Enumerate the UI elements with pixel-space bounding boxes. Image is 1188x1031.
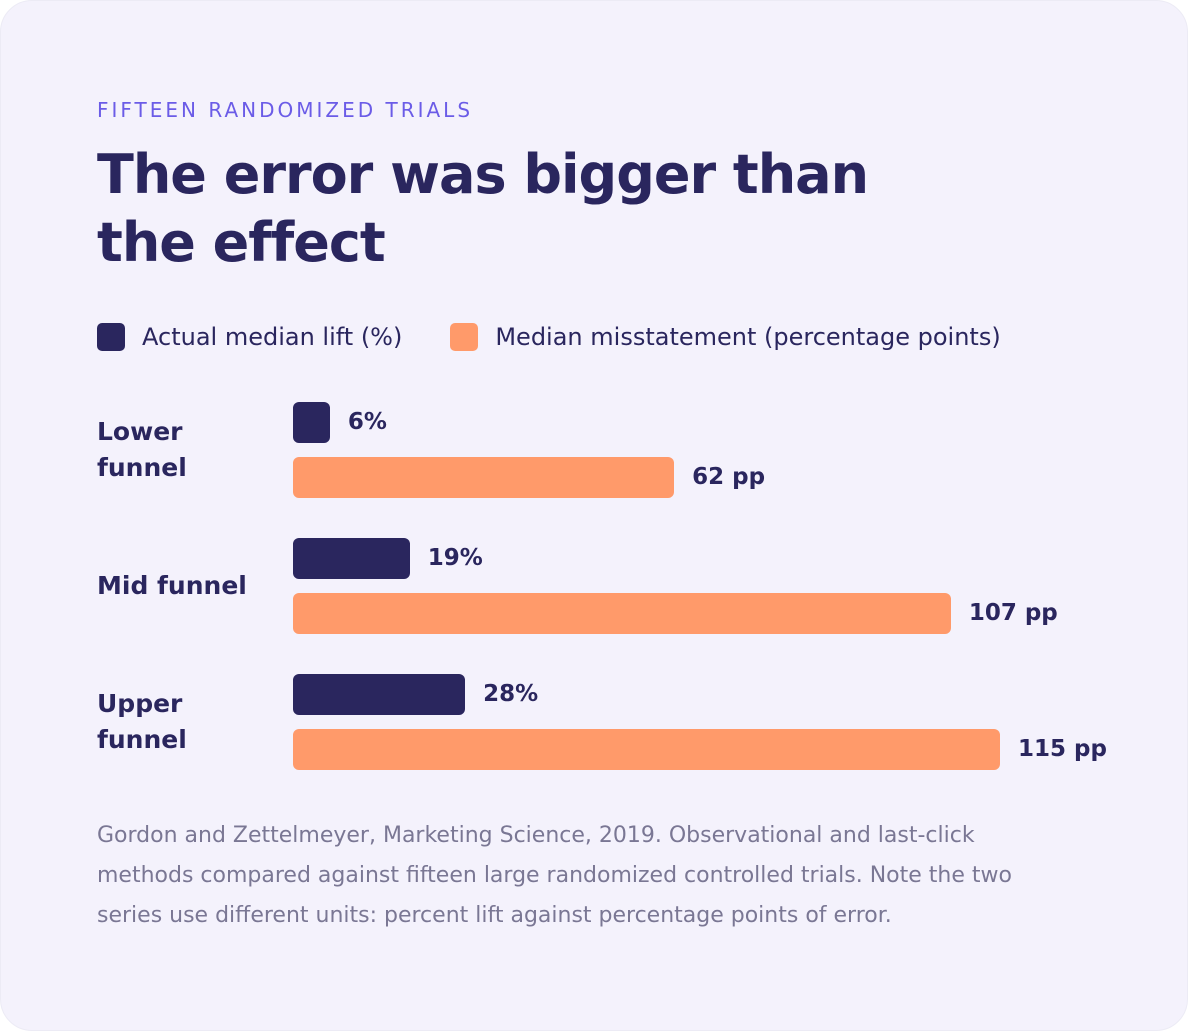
- value-label: 107 pp: [968, 600, 1058, 626]
- category-label: Mid funnel: [97, 571, 247, 600]
- bar: [293, 538, 410, 579]
- category-label: Upper funnel: [97, 689, 187, 754]
- legend: Actual median lift (%) Median misstatemen…: [97, 323, 1001, 351]
- bar: [293, 729, 1000, 770]
- bar: [293, 593, 951, 634]
- legend-label: Actual median lift (%): [142, 323, 403, 351]
- legend-swatch: [97, 323, 125, 351]
- value-label: 6%: [347, 409, 387, 435]
- bar: [293, 674, 466, 715]
- note: Gordon and Zettelmeyer, Marketing Scienc…: [97, 823, 1012, 928]
- bar: [293, 457, 675, 498]
- legend-item: Actual median lift (%): [97, 323, 402, 351]
- bar: [293, 402, 330, 443]
- legend-item: Median misstatement (percentage points): [450, 323, 1001, 351]
- value-label: 19%: [427, 545, 483, 571]
- chart-title: The error was bigger than the effect: [97, 143, 869, 274]
- category-label: Lower funnel: [97, 417, 187, 482]
- value-label: 62 pp: [692, 464, 766, 490]
- eyebrow: FIFTEEN RANDOMIZED TRIALS: [97, 98, 474, 122]
- value-label: 28%: [483, 681, 539, 707]
- legend-swatch: [450, 323, 479, 351]
- legend-label: Median misstatement (percentage points): [495, 323, 1001, 351]
- value-label: 115 pp: [1018, 736, 1107, 762]
